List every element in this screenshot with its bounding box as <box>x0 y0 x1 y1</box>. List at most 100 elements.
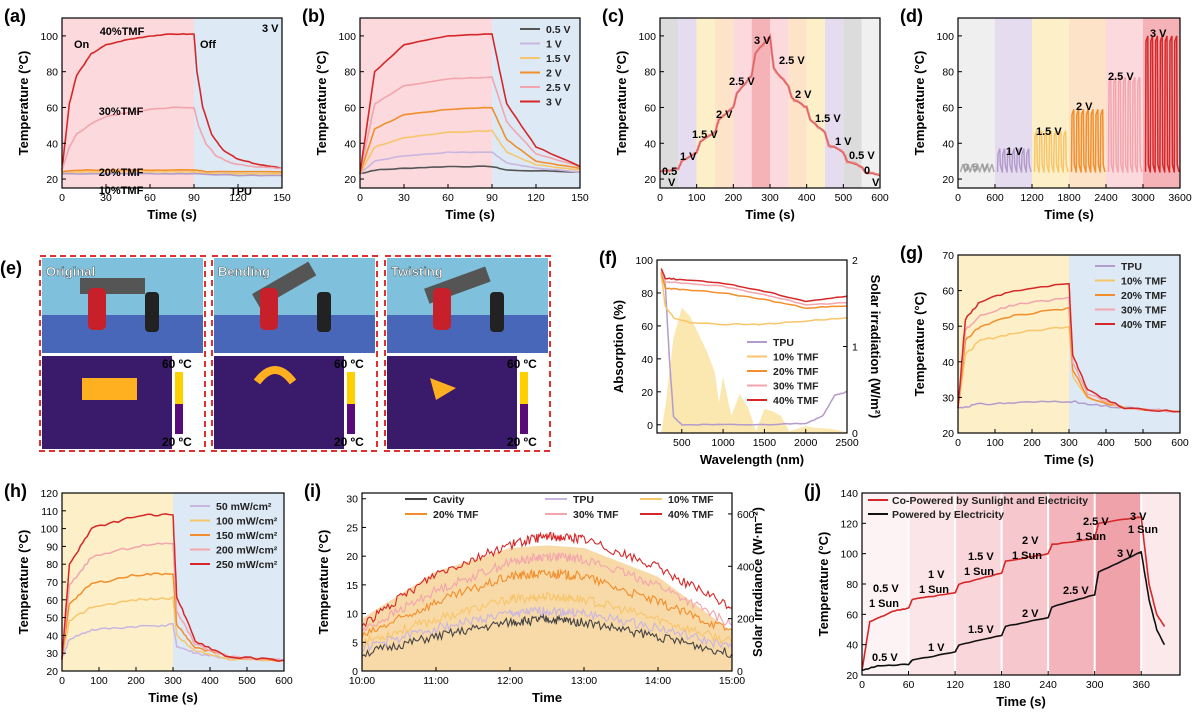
annotation: 1 Sun <box>869 598 899 610</box>
panel-label: (h) <box>4 481 27 501</box>
hot-region <box>253 366 297 385</box>
legend-entry: 100 mW/cm² <box>216 516 278 528</box>
x-tick-label: 600 <box>1171 437 1189 449</box>
x-tick-label: 0 <box>59 675 65 687</box>
y-tick-label: 100 <box>40 31 58 43</box>
legend-entry: 30% TMF <box>1121 305 1167 317</box>
annotation: 1 Sun <box>1076 531 1106 543</box>
stage-band <box>862 493 909 675</box>
y-axis-label: Temperature (°C) <box>314 51 329 156</box>
y-tick-label: 120 <box>840 518 858 530</box>
voltage-band <box>770 18 789 188</box>
solar-spectrum <box>661 307 847 433</box>
photo-frame <box>211 255 378 452</box>
legend-entry: 40% TMF <box>668 509 714 521</box>
red-clip <box>88 288 106 330</box>
x-tick-label: 13:00 <box>571 675 597 687</box>
annotation: 2.5 V <box>1083 516 1109 528</box>
x-tick-label: 120 <box>229 192 247 204</box>
x-axis-label: Time (s) <box>148 690 198 705</box>
y-tick-label: 60 <box>344 102 356 114</box>
y-tick-label: 20 <box>846 670 858 682</box>
x-tick-label: 1500 <box>753 437 777 449</box>
panel-e: (e) Original 60 ºC 20 ºC Bending 60 ºC 20 ºC Tw… <box>0 255 551 452</box>
panel-j: 0 60 120 180 240 300 360 20 40 60 80 100 120 140 Time … <box>804 481 1181 709</box>
y-tick-label: 60 <box>46 595 58 607</box>
annotation: 1 V <box>928 642 945 654</box>
x-tick-label: 300 <box>1060 437 1078 449</box>
cycle-line <box>1107 76 1143 173</box>
legend-entry: 50 mW/cm² <box>216 501 272 513</box>
y-tick-label: 80 <box>641 288 653 300</box>
y-tick-label: 40 <box>46 630 58 642</box>
panel-c: 0 100 200 300 400 500 600 20 40 60 80 100 Time (s) Te… <box>602 6 889 222</box>
legend-entry: TPU <box>773 337 794 349</box>
voltage-band <box>861 18 880 188</box>
y-tick-label: 90 <box>46 541 58 553</box>
x-tick-label: 500 <box>1134 437 1152 449</box>
colorbar <box>520 404 528 434</box>
annotation: 0.5 V <box>963 162 989 174</box>
y-tick-label: 60 <box>942 286 954 298</box>
y-tick-label: 140 <box>840 488 858 500</box>
legend-entry: 20% TMF <box>773 366 819 378</box>
legend-entry: 3 V <box>546 97 562 109</box>
series-line <box>61 623 285 662</box>
x-tick-label: 500 <box>673 437 691 449</box>
series-line <box>660 273 848 326</box>
x-tick-label: 0 <box>859 679 865 691</box>
y-tick-label: 60 <box>846 609 858 621</box>
x-tick-label: 150 <box>273 192 291 204</box>
panel-label: (c) <box>602 6 624 26</box>
x-tick-label: 0 <box>357 192 363 204</box>
panel-label: (j) <box>804 481 821 501</box>
y-tick-label: 100 <box>635 255 653 267</box>
colorbar <box>175 404 183 434</box>
x-tick-label: 2500 <box>835 437 859 449</box>
x-tick-label: 1000 <box>711 437 735 449</box>
y-tick-label: 70 <box>942 250 954 262</box>
y2-tick-label: 2 <box>852 255 858 267</box>
y2-tick-label: 600 <box>737 509 755 521</box>
photo-title: Twisting <box>391 264 443 279</box>
cycle-band <box>995 18 1032 188</box>
x-tick-label: 100 <box>986 437 1004 449</box>
series-line <box>660 269 848 306</box>
panel-label: (d) <box>900 6 923 26</box>
series-line <box>61 106 283 171</box>
legend-entry: 200 mW/cm² <box>216 545 278 557</box>
series-line <box>359 151 581 175</box>
series-line <box>61 32 283 171</box>
x-tick-label: 300 <box>761 192 779 204</box>
red-clip <box>260 288 278 330</box>
x-tick-label: 600 <box>275 675 293 687</box>
series-line <box>660 268 848 303</box>
annotation: 1 V <box>1006 146 1023 158</box>
colorbar-top-label: 60 ºC <box>507 357 537 371</box>
y-tick-label: 20 <box>46 666 58 678</box>
y-tick-label: 120 <box>40 488 58 500</box>
series-line <box>61 542 285 662</box>
x-tick-label: 1800 <box>1057 192 1081 204</box>
photo-title: Original <box>46 264 95 279</box>
shaded-region <box>173 493 284 671</box>
y-tick-label: 100 <box>638 31 656 43</box>
x-tick-label: 3000 <box>1131 192 1155 204</box>
panel-label: (b) <box>302 6 325 26</box>
red-clip <box>433 288 451 330</box>
series-line <box>660 271 848 310</box>
annotation: 1.5 V <box>968 551 994 563</box>
annotation: 1 Sun <box>919 584 949 596</box>
series-line <box>61 513 285 662</box>
y-tick-label: 110 <box>41 506 58 518</box>
panel-i: 10:00 11:00 12:00 13:00 14:00 15:000510152025… <box>304 481 765 705</box>
series-line <box>957 282 1181 413</box>
annotation: 1 Sun <box>1012 550 1042 562</box>
y-tick-label: 70 <box>46 577 58 589</box>
legend-entry: 30% TMF <box>773 381 819 393</box>
panel-g: 0 100 200 300 400 500 600 20 30 40 50 60 70 Time (s) T… <box>900 243 1189 467</box>
legend-entry: Cavity <box>433 494 465 506</box>
y-tick-label: 30 <box>942 392 954 404</box>
annotation: 2 V <box>795 89 812 101</box>
y-tick-label: 40 <box>641 354 653 366</box>
